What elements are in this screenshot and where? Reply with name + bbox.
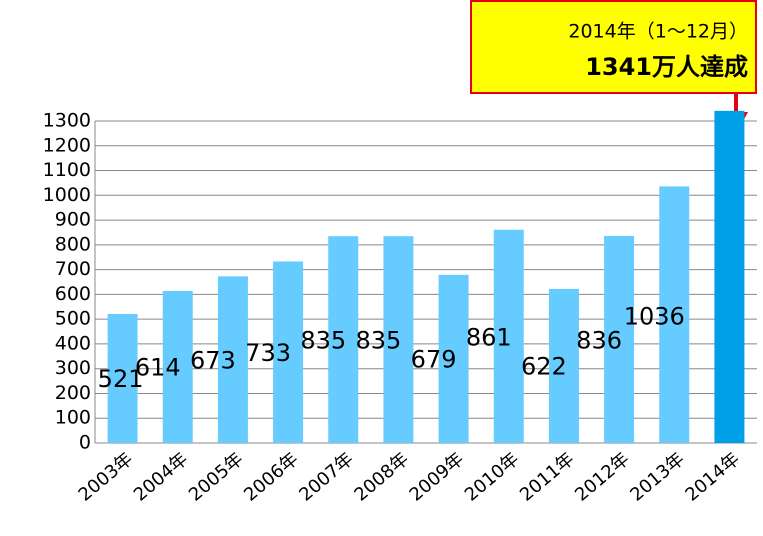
data-label: 835 xyxy=(356,327,402,355)
y-tick-label: 700 xyxy=(55,258,91,280)
data-label: 733 xyxy=(245,339,291,367)
bar xyxy=(383,236,414,443)
bar xyxy=(714,110,745,444)
data-label: 836 xyxy=(576,327,622,355)
y-tick-label: 1000 xyxy=(43,184,91,206)
y-tick-label: 0 xyxy=(79,432,91,454)
y-tick-label: 800 xyxy=(55,233,91,255)
annotation-line2: 1341万人達成 xyxy=(585,53,748,81)
y-tick-label: 300 xyxy=(55,357,91,379)
y-tick-label: 400 xyxy=(55,332,91,354)
annotation-box xyxy=(470,0,757,94)
x-tick-label: 2009年 xyxy=(406,449,468,506)
bar xyxy=(604,235,635,443)
bar xyxy=(217,276,248,443)
data-label: 861 xyxy=(466,324,512,352)
data-label: 835 xyxy=(300,327,346,355)
y-tick-label: 600 xyxy=(55,283,91,305)
y-tick-label: 1200 xyxy=(43,134,91,156)
bar xyxy=(328,236,359,443)
x-tick-label: 2014年 xyxy=(681,449,743,506)
x-tick-label: 2006年 xyxy=(240,449,302,506)
data-label: 679 xyxy=(411,346,457,374)
bar xyxy=(493,229,524,443)
x-tick-label: 2005年 xyxy=(185,449,247,506)
annotation-line1: 2014年（1〜12月） xyxy=(568,21,748,43)
data-label: 521 xyxy=(98,365,144,393)
x-tick-label: 2011年 xyxy=(516,449,578,506)
y-tick-label: 1100 xyxy=(43,159,91,181)
x-tick-label: 2010年 xyxy=(461,449,523,506)
bar xyxy=(438,274,469,443)
x-tick-label: 2004年 xyxy=(130,449,192,506)
x-tick-label: 2008年 xyxy=(350,449,412,506)
x-tick-label: 2003年 xyxy=(75,449,137,506)
bar xyxy=(659,186,690,444)
bar xyxy=(107,313,138,443)
data-label: 622 xyxy=(521,353,567,381)
x-tick-label: 2012年 xyxy=(571,449,633,506)
y-tick-label: 500 xyxy=(55,308,91,330)
bar xyxy=(162,290,193,443)
bar xyxy=(273,261,304,443)
bar xyxy=(548,288,579,443)
y-tick-label: 900 xyxy=(55,209,91,231)
x-tick-label: 2007年 xyxy=(295,449,357,506)
x-tick-label: 2013年 xyxy=(626,449,688,506)
y-tick-label: 200 xyxy=(55,382,91,404)
y-tick-label: 1300 xyxy=(43,110,91,132)
data-label: 673 xyxy=(190,346,236,374)
y-tick-label: 100 xyxy=(55,407,91,429)
data-label: 1036 xyxy=(624,302,685,330)
data-label: 614 xyxy=(135,353,181,381)
